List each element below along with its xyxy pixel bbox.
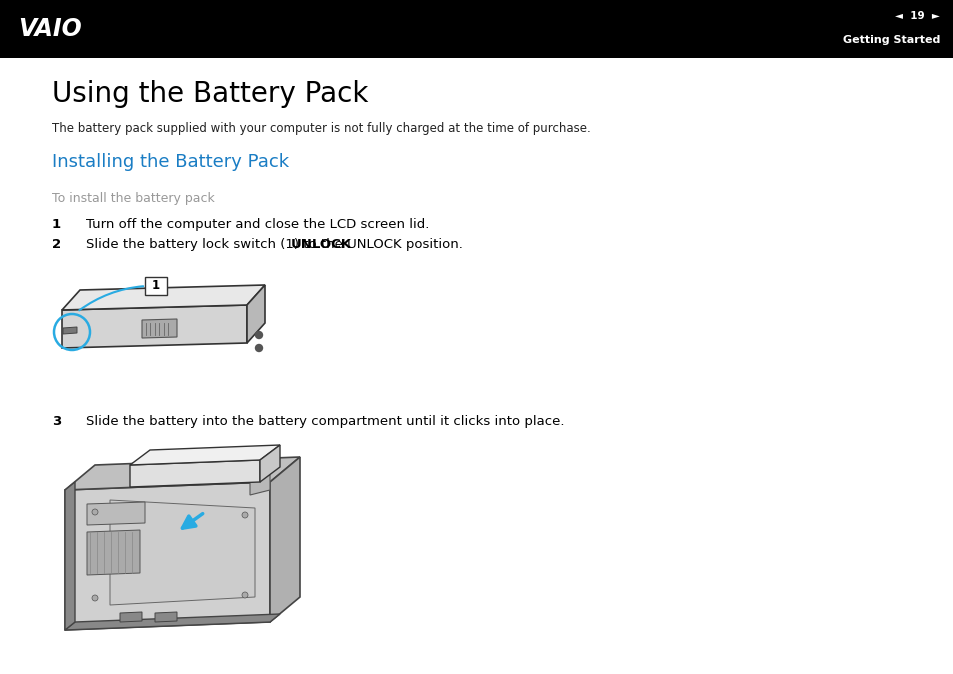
Circle shape [255, 344, 262, 352]
Text: VAIO: VAIO [18, 17, 82, 41]
Text: 2: 2 [52, 238, 61, 251]
Polygon shape [154, 612, 177, 622]
Circle shape [255, 332, 262, 338]
Polygon shape [110, 500, 254, 605]
Polygon shape [270, 457, 299, 622]
Polygon shape [65, 482, 75, 630]
Text: Getting Started: Getting Started [841, 35, 939, 45]
Circle shape [91, 595, 98, 601]
Polygon shape [62, 305, 247, 348]
Polygon shape [65, 614, 280, 630]
Polygon shape [87, 502, 145, 525]
Text: Slide the battery into the battery compartment until it clicks into place.: Slide the battery into the battery compa… [86, 415, 564, 428]
Polygon shape [63, 327, 77, 334]
Polygon shape [62, 285, 265, 310]
Polygon shape [142, 319, 177, 338]
Circle shape [91, 509, 98, 515]
Bar [0, 0, 953, 58]
Circle shape [242, 592, 248, 598]
Text: Slide the battery lock switch (1) to the UNLOCK position.: Slide the battery lock switch (1) to the… [86, 238, 462, 251]
Polygon shape [130, 460, 260, 487]
Polygon shape [65, 482, 270, 630]
Circle shape [242, 512, 248, 518]
Polygon shape [260, 445, 280, 482]
Text: The battery pack supplied with your computer is not fully charged at the time of: The battery pack supplied with your comp… [52, 122, 590, 135]
Text: Using the Battery Pack: Using the Battery Pack [52, 80, 368, 108]
FancyBboxPatch shape [145, 277, 167, 295]
Polygon shape [247, 285, 265, 343]
Text: 3: 3 [52, 415, 61, 428]
Text: UNLOCK: UNLOCK [291, 238, 352, 251]
Polygon shape [120, 612, 142, 622]
Polygon shape [87, 530, 140, 575]
Polygon shape [250, 475, 270, 495]
Text: Turn off the computer and close the LCD screen lid.: Turn off the computer and close the LCD … [86, 218, 429, 231]
Text: ◄  19  ►: ◄ 19 ► [894, 11, 939, 21]
Polygon shape [130, 445, 280, 465]
Text: Installing the Battery Pack: Installing the Battery Pack [52, 153, 289, 171]
Text: 1: 1 [152, 280, 160, 293]
Text: To install the battery pack: To install the battery pack [52, 192, 214, 205]
Text: 1: 1 [52, 218, 61, 231]
Polygon shape [65, 457, 299, 490]
